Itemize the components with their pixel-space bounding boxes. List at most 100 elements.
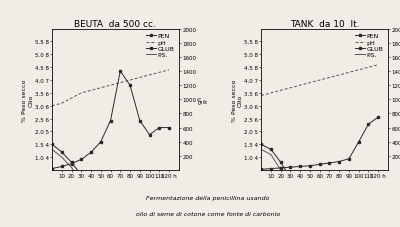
GLUB	[298, 192, 303, 195]
P.S.	[108, 195, 113, 197]
GLUB	[157, 202, 162, 205]
PEN	[337, 160, 342, 163]
GLUB	[376, 220, 381, 223]
GLUB	[278, 161, 283, 164]
P.S.	[259, 148, 264, 151]
PEN	[268, 168, 273, 170]
pH	[376, 64, 381, 67]
Line: GLUB: GLUB	[260, 144, 379, 227]
Line: P.S.: P.S.	[261, 150, 378, 227]
P.S.	[128, 197, 132, 200]
pH	[356, 69, 361, 72]
PEN	[128, 84, 132, 87]
Y-axis label: g/l
P.: g/l P.	[198, 96, 208, 104]
P.S.	[317, 220, 322, 223]
pH	[278, 90, 283, 92]
pH	[79, 92, 84, 95]
GLUB	[128, 197, 132, 200]
pH	[366, 67, 371, 69]
P.S.	[147, 192, 152, 195]
P.S.	[167, 187, 172, 190]
Y-axis label: % Peso secco
Olio: % Peso secco Olio	[22, 79, 33, 121]
PEN	[167, 127, 172, 129]
P.S.	[346, 223, 351, 225]
Line: pH: pH	[261, 65, 378, 96]
P.S.	[356, 217, 361, 220]
P.S.	[69, 166, 74, 169]
PEN	[50, 168, 54, 170]
PEN	[259, 168, 264, 171]
GLUB	[167, 202, 172, 205]
PEN	[79, 158, 84, 161]
pH	[157, 72, 162, 74]
pH	[137, 77, 142, 79]
PEN	[89, 151, 94, 154]
GLUB	[79, 174, 84, 177]
pH	[259, 95, 264, 97]
GLUB	[108, 192, 113, 195]
pH	[128, 79, 132, 82]
GLUB	[356, 223, 361, 225]
Title: TANK  da 10  lt.: TANK da 10 lt.	[290, 20, 360, 29]
pH	[337, 74, 342, 77]
pH	[69, 97, 74, 100]
PEN	[69, 163, 74, 165]
pH	[89, 90, 94, 92]
GLUB	[118, 195, 123, 197]
pH	[346, 72, 351, 74]
PEN	[137, 120, 142, 122]
P.S.	[288, 187, 293, 190]
P.S.	[268, 153, 273, 156]
P.S.	[79, 182, 84, 184]
P.S.	[278, 169, 283, 172]
GLUB	[50, 143, 54, 146]
P.S.	[137, 195, 142, 197]
GLUB	[69, 161, 74, 164]
P.S.	[50, 148, 54, 151]
P.S.	[366, 215, 371, 218]
pH	[98, 87, 103, 90]
pH	[298, 84, 303, 87]
PEN	[147, 134, 152, 136]
PEN	[108, 120, 113, 122]
GLUB	[308, 207, 312, 210]
PEN	[366, 123, 371, 126]
Line: GLUB: GLUB	[51, 144, 170, 205]
P.S.	[118, 197, 123, 200]
PEN	[288, 166, 293, 169]
GLUB	[317, 220, 322, 223]
pH	[108, 84, 113, 87]
P.S.	[376, 215, 381, 218]
pH	[50, 105, 54, 108]
GLUB	[259, 143, 264, 146]
P.S.	[157, 187, 162, 190]
Legend: PEN, pH, GLUB, P.S.: PEN, pH, GLUB, P.S.	[145, 33, 176, 59]
pH	[147, 74, 152, 77]
pH	[59, 102, 64, 105]
P.S.	[308, 212, 312, 215]
GLUB	[89, 182, 94, 184]
PEN	[308, 165, 312, 167]
Line: pH: pH	[52, 70, 169, 106]
PEN	[59, 165, 64, 168]
P.S.	[59, 156, 64, 159]
pH	[327, 77, 332, 79]
PEN	[118, 70, 123, 73]
pH	[167, 69, 172, 72]
Line: P.S.: P.S.	[52, 150, 169, 198]
PEN	[157, 127, 162, 129]
pH	[268, 92, 273, 95]
GLUB	[268, 148, 273, 151]
GLUB	[137, 200, 142, 202]
PEN	[356, 141, 361, 143]
GLUB	[59, 151, 64, 154]
P.S.	[327, 225, 332, 227]
Text: Fermentazione della penicillina usando: Fermentazione della penicillina usando	[146, 195, 270, 200]
GLUB	[366, 220, 371, 223]
PEN	[346, 158, 351, 160]
PEN	[298, 165, 303, 168]
Legend: PEN, pH, GLUB, P.S.: PEN, pH, GLUB, P.S.	[354, 33, 385, 59]
GLUB	[288, 177, 293, 179]
Line: PEN: PEN	[260, 116, 379, 170]
PEN	[278, 167, 283, 170]
